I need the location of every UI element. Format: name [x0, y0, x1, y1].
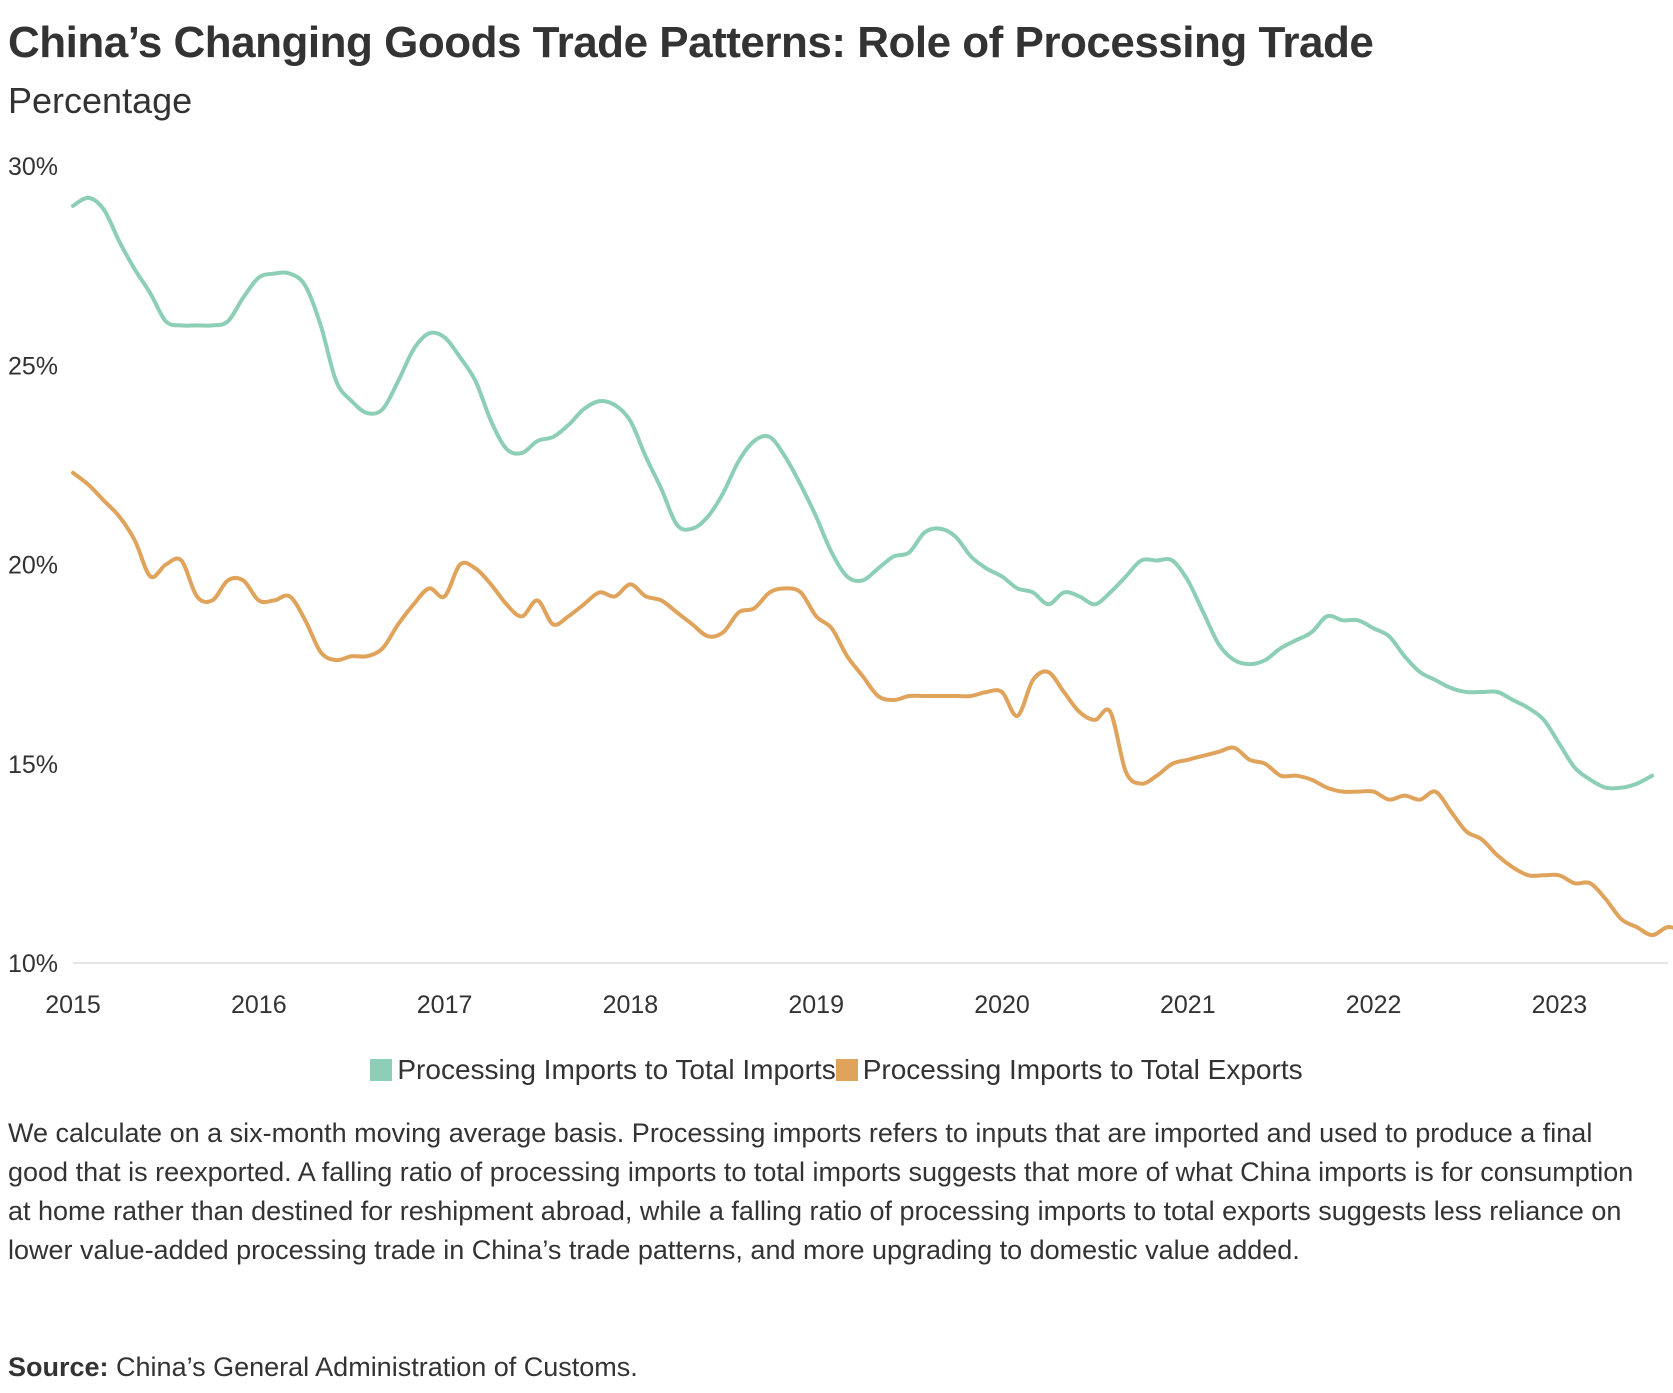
legend-swatch-exports [835, 1059, 858, 1081]
legend-label-exports: Processing Imports to Total Exports [862, 1054, 1303, 1085]
chart-note: We calculate on a six-month moving avera… [8, 1118, 1634, 1265]
legend-item-imports[interactable]: Processing Imports to Total Imports [370, 1054, 836, 1086]
x-axis: 2015 2016 2017 2018 2019 2020 2021 2022 2023 [45, 991, 1587, 1019]
series-lines [71, 195, 1673, 938]
x-tick-label: 2022 [1346, 991, 1402, 1019]
y-tick-label: 10% [8, 950, 58, 978]
legend-label-imports: Processing Imports to Total Imports [397, 1054, 836, 1085]
series-line-exports [71, 470, 1673, 938]
legend-item-exports[interactable]: Processing Imports to Total Exports [835, 1054, 1303, 1086]
y-tick-label: 20% [8, 552, 58, 580]
legend-swatch-imports [370, 1059, 393, 1081]
source-text: China’s General Administration of Custom… [116, 1352, 638, 1382]
x-tick-label: 2021 [1160, 991, 1216, 1019]
chart-title: China’s Changing Goods Trade Patterns: R… [8, 18, 1374, 67]
x-tick-label: 2017 [417, 991, 473, 1019]
x-tick-label: 2020 [974, 991, 1030, 1019]
x-tick-label: 2023 [1532, 991, 1588, 1019]
y-tick-label: 15% [8, 751, 58, 779]
x-tick-label: 2016 [231, 991, 287, 1019]
x-tick-label: 2019 [788, 991, 844, 1019]
x-tick-label: 2018 [603, 991, 659, 1019]
y-tick-label: 25% [8, 352, 58, 380]
chart-subtitle: Percentage [8, 80, 193, 121]
legend: Processing Imports to Total Imports Proc… [0, 1054, 1673, 1086]
y-tick-label: 30% [8, 153, 58, 181]
series-line-imports [71, 195, 1655, 791]
source-label: Source: [8, 1352, 109, 1382]
line-chart: 10% 15% 20% 25% 30% 2015 2016 2017 2018 2019 2020… [8, 153, 1673, 1019]
y-axis: 10% 15% 20% 25% 30% [8, 153, 58, 978]
chart-source: Source: China’s General Administration o… [8, 1352, 638, 1383]
x-tick-label: 2015 [45, 991, 101, 1019]
